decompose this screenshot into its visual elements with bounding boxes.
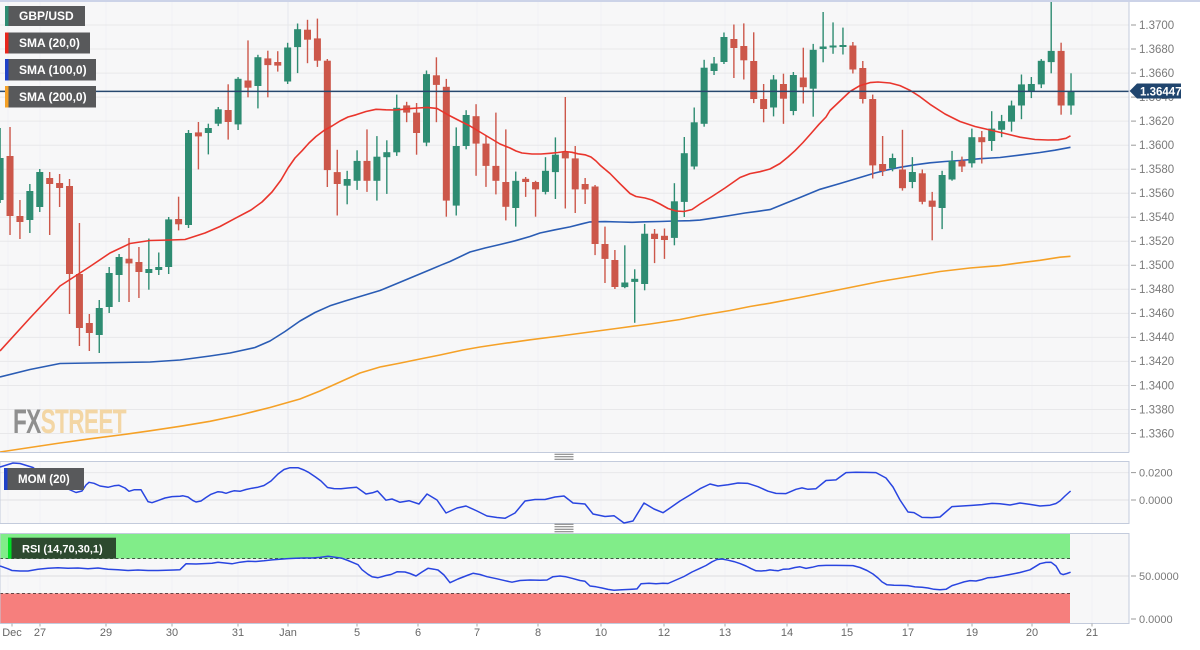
svg-text:1.3480: 1.3480 xyxy=(1139,284,1174,296)
svg-text:FXSTREET: FXSTREET xyxy=(13,403,127,441)
svg-text:1.3560: 1.3560 xyxy=(1139,188,1174,200)
svg-text:RSI (14,70,30,1): RSI (14,70,30,1) xyxy=(22,543,103,555)
svg-text:Dec: Dec xyxy=(2,627,22,639)
svg-text:1.3600: 1.3600 xyxy=(1139,140,1174,152)
svg-text:21: 21 xyxy=(1086,627,1098,639)
svg-text:20: 20 xyxy=(1026,627,1038,639)
svg-text:15: 15 xyxy=(841,627,853,639)
svg-text:1.3380: 1.3380 xyxy=(1139,404,1174,416)
svg-text:1.3500: 1.3500 xyxy=(1139,260,1174,272)
svg-text:1.3680: 1.3680 xyxy=(1139,44,1174,56)
svg-text:1.3700: 1.3700 xyxy=(1139,20,1174,32)
svg-text:1.3360: 1.3360 xyxy=(1139,428,1174,440)
svg-text:SMA (200,0): SMA (200,0) xyxy=(19,90,87,104)
svg-text:7: 7 xyxy=(474,627,480,639)
svg-text:1.3520: 1.3520 xyxy=(1139,236,1174,248)
svg-text:17: 17 xyxy=(902,627,914,639)
svg-text:1.3400: 1.3400 xyxy=(1139,380,1174,392)
svg-text:1.3580: 1.3580 xyxy=(1139,164,1174,176)
svg-text:SMA (20,0): SMA (20,0) xyxy=(19,36,80,50)
svg-text:12: 12 xyxy=(658,627,670,639)
svg-text:27: 27 xyxy=(34,627,46,639)
svg-text:1.3620: 1.3620 xyxy=(1139,116,1174,128)
svg-text:1.36447: 1.36447 xyxy=(1140,87,1182,99)
svg-text:Jan: Jan xyxy=(279,627,297,639)
svg-text:MOM (20): MOM (20) xyxy=(18,474,70,486)
svg-text:29: 29 xyxy=(100,627,112,639)
svg-text:10: 10 xyxy=(595,627,607,639)
svg-text:1.3540: 1.3540 xyxy=(1139,212,1174,224)
svg-text:6: 6 xyxy=(415,627,421,639)
svg-text:19: 19 xyxy=(966,627,978,639)
svg-text:GBP/USD: GBP/USD xyxy=(19,9,74,23)
svg-text:8: 8 xyxy=(535,627,541,639)
svg-text:1.3440: 1.3440 xyxy=(1139,332,1174,344)
svg-text:1.3660: 1.3660 xyxy=(1139,68,1174,80)
svg-text:0.0000: 0.0000 xyxy=(1139,495,1173,507)
svg-text:13: 13 xyxy=(719,627,731,639)
svg-text:14: 14 xyxy=(781,627,793,639)
svg-text:1.3420: 1.3420 xyxy=(1139,356,1174,368)
svg-text:1.3460: 1.3460 xyxy=(1139,308,1174,320)
svg-text:SMA (100,0): SMA (100,0) xyxy=(19,63,87,77)
svg-text:5: 5 xyxy=(354,627,360,639)
svg-text:50.0000: 50.0000 xyxy=(1139,571,1179,583)
svg-text:0.0000: 0.0000 xyxy=(1139,614,1173,626)
svg-text:30: 30 xyxy=(166,627,178,639)
svg-text:31: 31 xyxy=(232,627,244,639)
svg-text:0.0200: 0.0200 xyxy=(1139,467,1173,479)
